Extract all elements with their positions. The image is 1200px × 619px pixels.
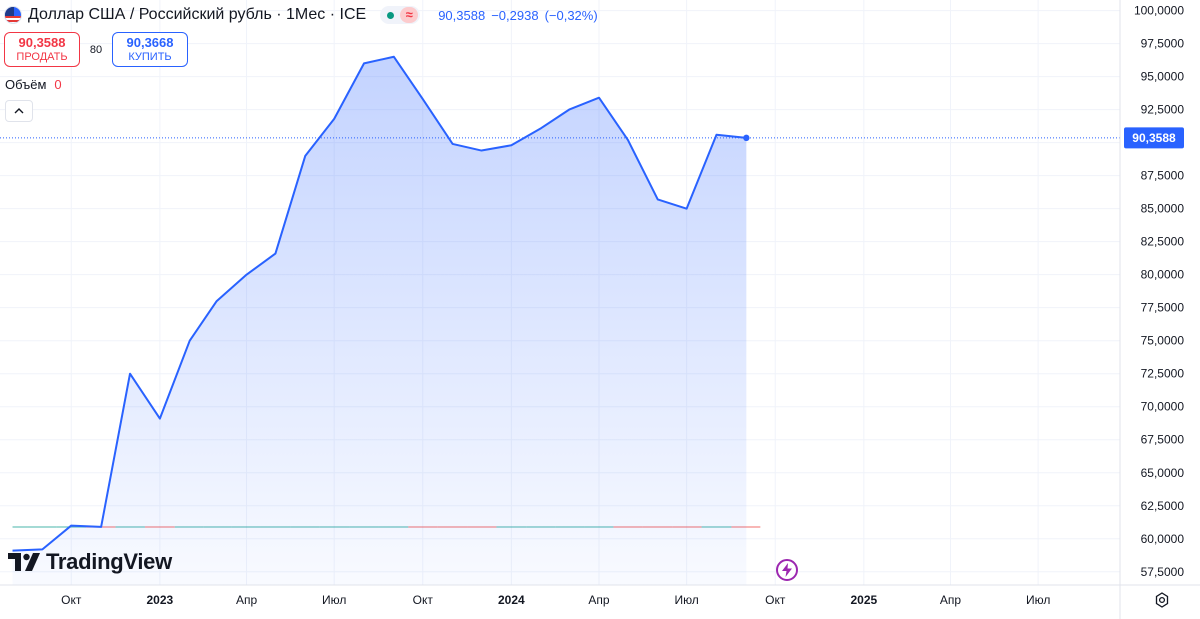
volume-bar bbox=[12, 526, 28, 528]
x-tick-label: 2024 bbox=[498, 593, 525, 607]
y-tick-label: 65,0000 bbox=[1141, 466, 1185, 480]
y-tick-label: 77,5000 bbox=[1141, 301, 1185, 315]
watermark-brand: TradingView bbox=[46, 549, 172, 574]
x-tick-label: 2023 bbox=[147, 593, 174, 607]
x-tick-label: 2025 bbox=[850, 593, 877, 607]
x-tick-label: Окт bbox=[413, 593, 434, 607]
legend-values: 90,3588 −0,2938 (−0,32%) bbox=[438, 8, 597, 23]
legend-change: −0,2938 bbox=[491, 7, 539, 23]
legend: Доллар США / Российский рубль · 1Мес · I… bbox=[4, 4, 598, 26]
sell-button[interactable]: 90,3588 ПРОДАТЬ bbox=[4, 32, 80, 67]
volume-bar bbox=[27, 526, 57, 528]
y-tick-label: 97,5000 bbox=[1141, 37, 1185, 51]
y-tick-label: 100,0000 bbox=[1134, 4, 1184, 18]
spread-value: 80 bbox=[89, 43, 103, 56]
x-tick-label: Окт bbox=[61, 593, 82, 607]
tradingview-logo-icon bbox=[8, 553, 40, 571]
y-tick-label: 70,0000 bbox=[1141, 400, 1185, 414]
y-tick-label: 92,5000 bbox=[1141, 103, 1185, 117]
x-tick-label: Апр bbox=[940, 593, 962, 607]
collapse-legend-button[interactable] bbox=[5, 100, 33, 122]
buy-price: 90,3668 bbox=[126, 34, 174, 50]
gear-icon bbox=[1155, 592, 1169, 608]
x-tick-label: Июл bbox=[1026, 593, 1050, 607]
x-tick-label: Июл bbox=[674, 593, 698, 607]
watermark[interactable]: TradingView bbox=[8, 549, 172, 575]
legend-change-pct: (−0,32%) bbox=[544, 7, 598, 23]
sell-price: 90,3588 bbox=[18, 34, 66, 50]
buy-label: КУПИТЬ bbox=[128, 50, 172, 63]
last-price-layer bbox=[0, 134, 1120, 142]
delayed-data-icon: ≈ bbox=[400, 7, 419, 23]
sell-label: ПРОДАТЬ bbox=[16, 50, 68, 63]
y-tick-label: 87,5000 bbox=[1141, 169, 1185, 183]
y-tick-label: 82,5000 bbox=[1141, 235, 1185, 249]
chevron-up-icon bbox=[14, 108, 24, 114]
x-tick-label: Июл bbox=[322, 593, 346, 607]
market-status[interactable]: ≈ bbox=[380, 6, 421, 24]
last-price-label-text: 90,3588 bbox=[1132, 131, 1176, 145]
y-tick-label: 95,0000 bbox=[1141, 70, 1185, 84]
buy-button[interactable]: 90,3668 КУПИТЬ bbox=[112, 32, 188, 67]
time-axis[interactable]: Окт 2023 Апр Июл Окт 2024 Апр Июл Окт 2025 Апр Июл bbox=[0, 584, 1200, 607]
y-tick-label: 72,5000 bbox=[1141, 367, 1185, 381]
area-fill bbox=[12, 56, 747, 585]
x-tick-label: Апр bbox=[588, 593, 610, 607]
legend-last: 90,3588 bbox=[438, 7, 486, 23]
y-tick-label: 80,0000 bbox=[1141, 268, 1185, 282]
volume-value: 0 bbox=[54, 77, 62, 92]
last-point-marker bbox=[743, 134, 750, 142]
x-tick-label: Окт bbox=[765, 593, 786, 607]
line-layer bbox=[12, 55, 747, 552]
y-tick-label: 57,5000 bbox=[1141, 565, 1185, 579]
settings-button[interactable] bbox=[1152, 590, 1172, 610]
series-line bbox=[12, 55, 747, 552]
volume-legend[interactable]: Объём 0 bbox=[5, 77, 62, 92]
y-tick-label: 85,0000 bbox=[1141, 202, 1185, 216]
volume-label: Объём bbox=[5, 77, 47, 92]
price-axis[interactable]: 57,5000 60,0000 62,5000 65,0000 67,5000 70,00… bbox=[1119, 0, 1185, 619]
market-open-dot-icon bbox=[382, 7, 398, 23]
lightning-icon bbox=[782, 563, 792, 577]
events-button[interactable] bbox=[776, 559, 798, 581]
last-price-label: 90,3588 bbox=[1124, 127, 1184, 149]
symbol-title[interactable]: Доллар США / Российский рубль · 1Мес · I… bbox=[28, 6, 367, 23]
us-flag-icon bbox=[4, 6, 22, 24]
area-layer bbox=[12, 56, 747, 585]
y-tick-label: 75,0000 bbox=[1141, 334, 1185, 348]
x-tick-label: Апр bbox=[236, 593, 258, 607]
y-tick-label: 60,0000 bbox=[1141, 532, 1185, 546]
y-tick-label: 62,5000 bbox=[1141, 499, 1185, 513]
y-tick-label: 67,5000 bbox=[1141, 433, 1185, 447]
trade-panel: 90,3588 ПРОДАТЬ 80 90,3668 КУПИТЬ bbox=[4, 32, 188, 67]
